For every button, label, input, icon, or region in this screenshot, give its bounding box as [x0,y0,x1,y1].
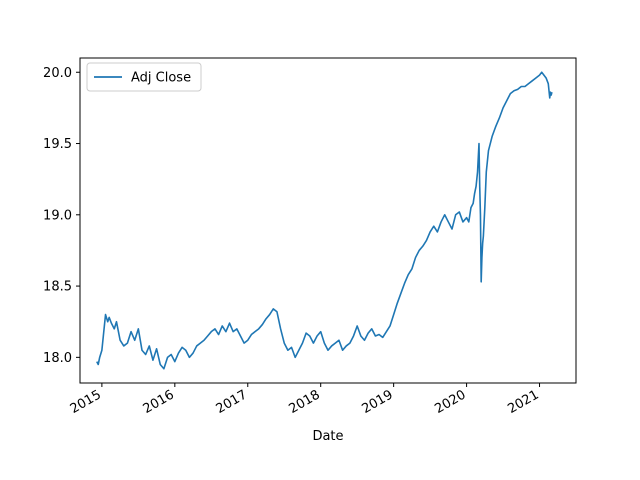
y-tick-label: 20.0 [43,66,72,81]
y-tick-label: 18.0 [43,351,72,366]
plot-area [79,57,577,384]
legend: Adj Close [86,62,202,92]
x-axis-label: Date [312,429,343,444]
y-axis: 18.0 18.5 19.0 19.5 20.0 [43,66,80,366]
y-tick-label: 19.0 [43,208,72,223]
y-tick-label: 18.5 [43,280,72,295]
legend-label-adj-close: Adj Close [131,71,191,86]
legend-box [86,62,202,92]
series-line-adj-close [96,71,553,370]
y-tick-label: 19.5 [43,137,72,152]
axes-frame [79,57,577,384]
